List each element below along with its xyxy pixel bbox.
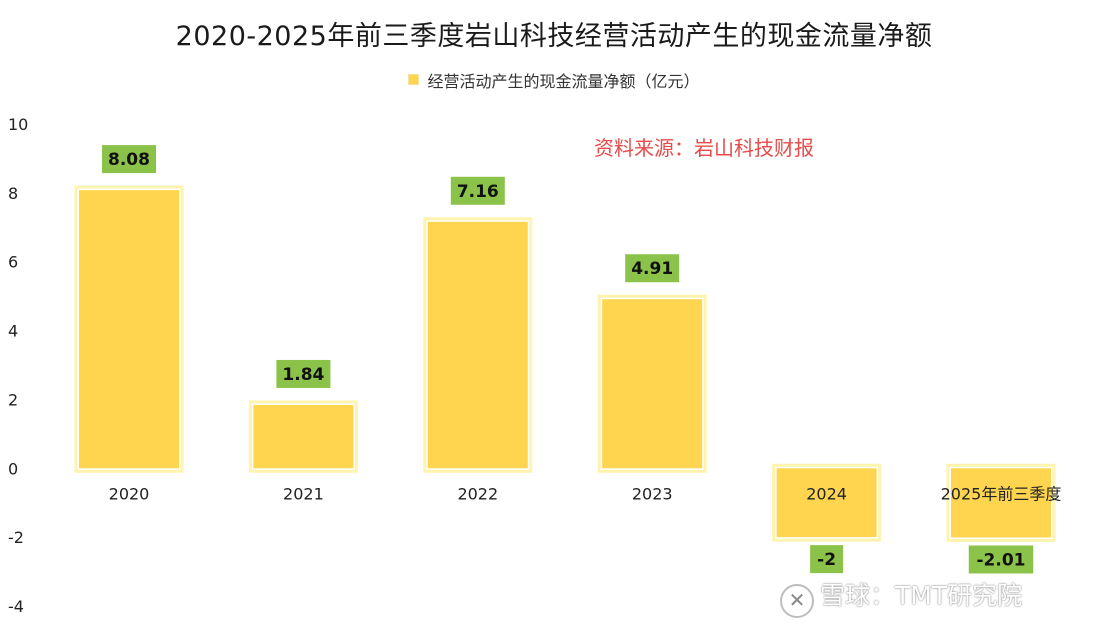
chart-title: 2020-2025年前三季度岩山科技经营活动产生的现金流量净额 — [175, 21, 933, 52]
bar-outline — [597, 294, 707, 473]
watermark-text: 雪球：TMT研究院 — [820, 581, 1023, 610]
data-label-box — [810, 545, 844, 574]
x-tick-label: 2025年前三季度 — [941, 484, 1062, 503]
y-tick-label: 8 — [8, 184, 18, 203]
y-tick-label: 6 — [8, 253, 18, 272]
chart-legend: 经营活动产生的现金流量净额（亿元） — [0, 68, 1108, 92]
data-label: 4.91 — [631, 259, 673, 279]
data-label: -2.01 — [977, 550, 1026, 570]
data-label-box — [625, 254, 680, 283]
legend-swatch — [408, 74, 420, 85]
x-tick-label: 2020 — [109, 484, 150, 503]
x-tick-label: 2024 — [806, 484, 847, 503]
y-tick-label: -2 — [8, 528, 24, 547]
x-tick-label: 2022 — [457, 484, 498, 503]
watermark: ✕ 雪球：TMT研究院 — [780, 576, 1022, 618]
watermark-logo-icon: ✕ — [780, 584, 814, 618]
y-tick-label: 0 — [8, 459, 18, 478]
y-tick-label: 2 — [8, 390, 18, 409]
data-label-box — [102, 145, 156, 174]
bar-outline — [248, 400, 358, 473]
data-label-box — [276, 359, 331, 388]
bar-outline — [772, 463, 882, 542]
bar-outline — [74, 185, 184, 473]
y-tick-label: -4 — [8, 597, 24, 616]
bar-outline — [946, 463, 1056, 542]
x-tick-label: 2023 — [632, 484, 673, 503]
data-label: 8.08 — [108, 150, 150, 170]
bar — [951, 468, 1051, 538]
bar — [776, 468, 877, 538]
legend-label: 经营活动产生的现金流量净额（亿元） — [427, 72, 700, 91]
bar — [602, 299, 703, 469]
bar — [427, 221, 528, 469]
data-label: -2 — [817, 550, 836, 570]
source-annotation: 资料来源：岩山科技财报 — [594, 136, 814, 160]
data-label-box — [450, 176, 505, 205]
bar — [79, 190, 179, 469]
y-tick-label: 10 — [8, 115, 28, 134]
data-label: 7.16 — [457, 182, 499, 202]
bar-outline — [423, 217, 533, 473]
data-label: 1.84 — [282, 365, 324, 385]
x-tick-label: 2021 — [283, 484, 324, 503]
y-tick-label: 4 — [8, 322, 18, 341]
bar — [253, 404, 354, 469]
data-label-box — [968, 545, 1034, 574]
